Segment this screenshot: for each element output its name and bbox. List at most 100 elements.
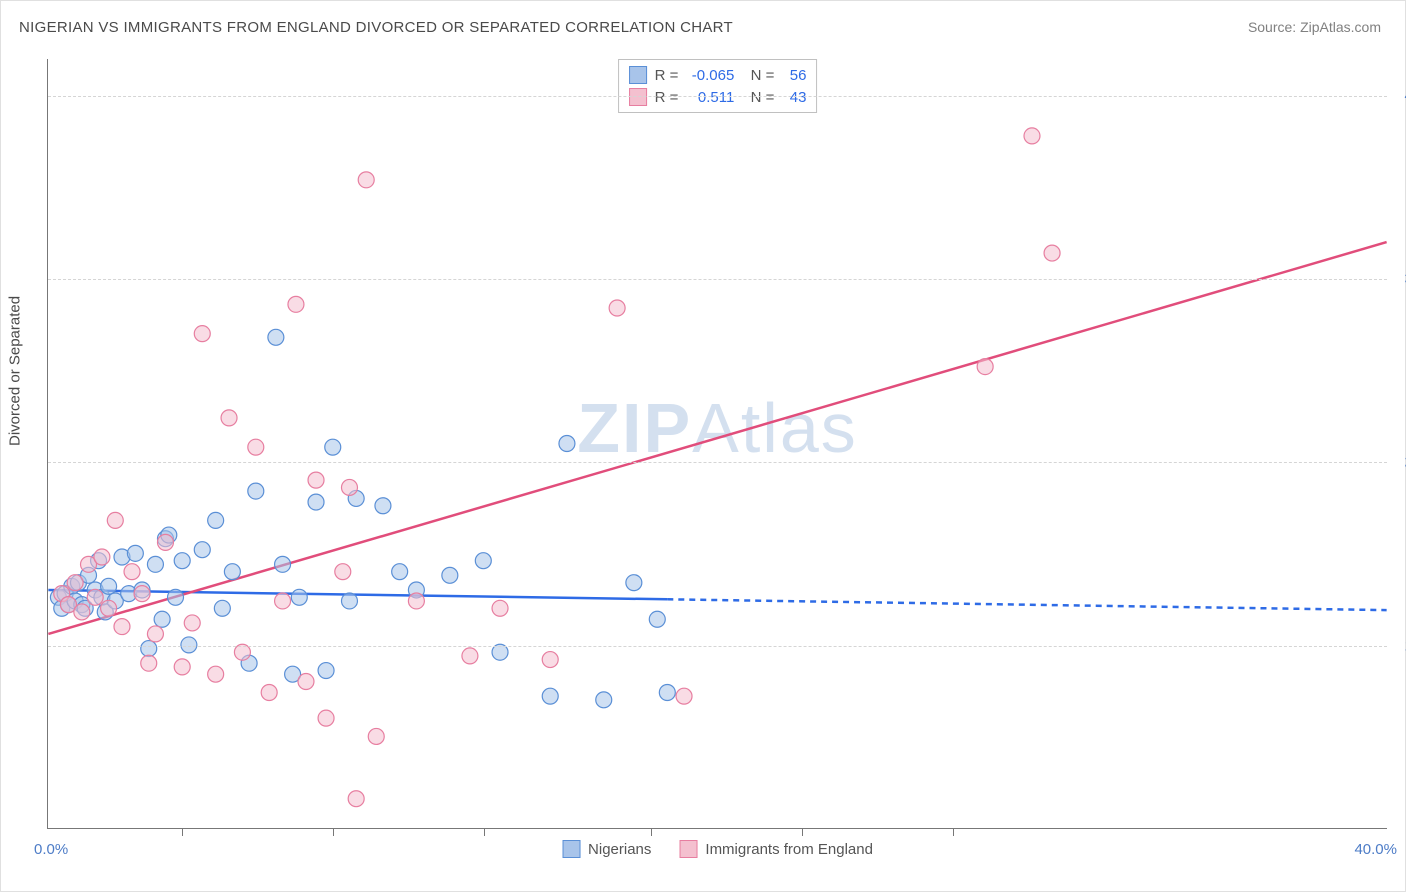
data-point: [626, 575, 642, 591]
data-point: [341, 479, 357, 495]
data-point: [168, 589, 184, 605]
data-point: [147, 556, 163, 572]
n-value-2: 43: [782, 89, 806, 106]
data-point: [124, 564, 140, 580]
data-point: [248, 483, 264, 499]
swatch-nigerians-icon: [629, 66, 647, 84]
data-point: [596, 692, 612, 708]
y-axis-label: Divorced or Separated: [7, 296, 24, 446]
data-point: [214, 600, 230, 616]
data-point: [392, 564, 408, 580]
data-point: [291, 589, 307, 605]
data-point: [442, 567, 458, 583]
data-point: [288, 296, 304, 312]
r-value-1: -0.065: [686, 67, 734, 84]
data-point: [368, 728, 384, 744]
data-point: [141, 655, 157, 671]
swatch-england-icon: [629, 88, 647, 106]
data-point: [194, 326, 210, 342]
data-point: [492, 600, 508, 616]
x-tick: [953, 828, 954, 836]
gridline: [48, 646, 1387, 647]
data-point: [224, 564, 240, 580]
r-value-2: 0.511: [686, 89, 734, 106]
data-point: [261, 685, 277, 701]
data-point: [221, 410, 237, 426]
x-axis-min-label: 0.0%: [34, 841, 68, 858]
chart-container: NIGERIAN VS IMMIGRANTS FROM ENGLAND DIVO…: [0, 0, 1406, 892]
x-tick: [651, 828, 652, 836]
data-point: [114, 619, 130, 635]
data-point: [127, 545, 143, 561]
data-point: [358, 172, 374, 188]
data-point: [1044, 245, 1060, 261]
data-point: [94, 549, 110, 565]
data-point: [157, 534, 173, 550]
data-point: [268, 329, 284, 345]
data-point: [101, 578, 117, 594]
data-point: [208, 512, 224, 528]
data-point: [184, 615, 200, 631]
data-point: [609, 300, 625, 316]
data-point: [74, 604, 90, 620]
gridline: [48, 96, 1387, 97]
data-point: [134, 586, 150, 602]
data-point: [977, 359, 993, 375]
data-point: [659, 685, 675, 701]
data-point: [147, 626, 163, 642]
data-point: [559, 436, 575, 452]
data-point: [298, 674, 314, 690]
gridline: [48, 279, 1387, 280]
legend-item-england: Immigrants from England: [679, 840, 873, 858]
data-point: [275, 593, 291, 609]
data-point: [462, 648, 478, 664]
stats-row-2: R = 0.511 N = 43: [629, 86, 807, 108]
data-point: [341, 593, 357, 609]
x-tick: [802, 828, 803, 836]
legend-item-nigerians: Nigerians: [562, 840, 651, 858]
legend-swatch-england-icon: [679, 840, 697, 858]
data-point: [325, 439, 341, 455]
plot-area: ZIPAtlas R = -0.065 N = 56 R = 0.511 N =…: [47, 59, 1387, 829]
data-point: [335, 564, 351, 580]
data-point: [676, 688, 692, 704]
legend: Nigerians Immigrants from England: [562, 840, 873, 858]
stats-row-1: R = -0.065 N = 56: [629, 64, 807, 86]
data-point: [308, 472, 324, 488]
data-point: [87, 589, 103, 605]
data-point: [248, 439, 264, 455]
data-point: [408, 593, 424, 609]
legend-label-1: Nigerians: [588, 841, 651, 858]
legend-swatch-nigerians-icon: [562, 840, 580, 858]
data-point: [348, 791, 364, 807]
source-attribution: Source: ZipAtlas.com: [1248, 19, 1381, 35]
data-point: [174, 553, 190, 569]
data-point: [542, 652, 558, 668]
data-point: [308, 494, 324, 510]
data-point: [208, 666, 224, 682]
x-axis-max-label: 40.0%: [1354, 841, 1397, 858]
data-point: [1024, 128, 1040, 144]
stats-box: R = -0.065 N = 56 R = 0.511 N = 43: [618, 59, 818, 113]
chart-title: NIGERIAN VS IMMIGRANTS FROM ENGLAND DIVO…: [19, 19, 733, 36]
data-point: [107, 512, 123, 528]
data-point: [154, 611, 170, 627]
data-point: [101, 600, 117, 616]
data-point: [174, 659, 190, 675]
data-point: [67, 575, 83, 591]
data-point: [275, 556, 291, 572]
data-point: [542, 688, 558, 704]
chart-svg: [48, 59, 1387, 828]
data-point: [318, 710, 334, 726]
data-point: [649, 611, 665, 627]
legend-label-2: Immigrants from England: [705, 841, 873, 858]
x-tick: [333, 828, 334, 836]
data-point: [141, 641, 157, 657]
n-value-1: 56: [782, 67, 806, 84]
x-tick: [182, 828, 183, 836]
x-tick: [484, 828, 485, 836]
data-point: [375, 498, 391, 514]
data-point: [475, 553, 491, 569]
gridline: [48, 462, 1387, 463]
data-point: [318, 663, 334, 679]
